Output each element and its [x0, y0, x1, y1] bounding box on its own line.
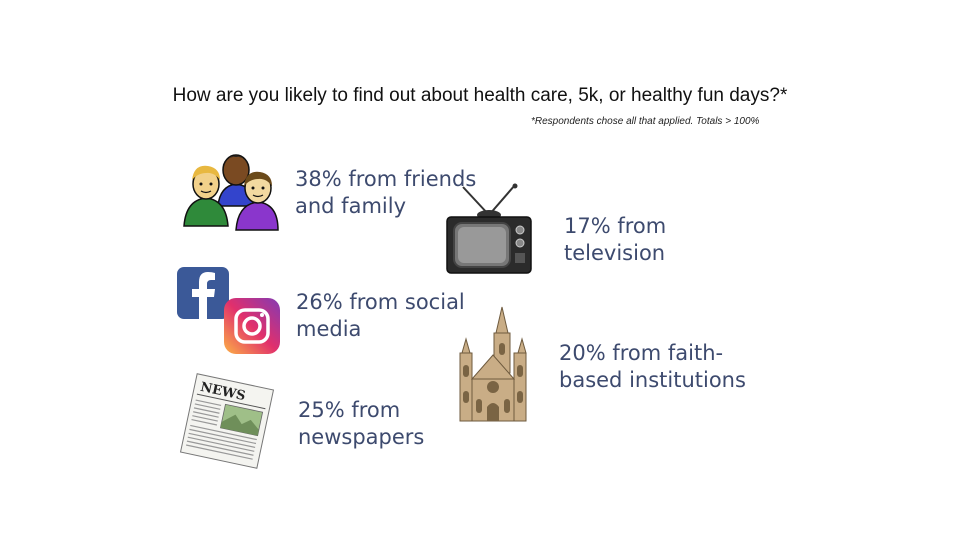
- stat-line-1: 17% from: [564, 214, 667, 238]
- stat-newspapers: 25% from newspapers: [298, 397, 424, 451]
- footnote: *Respondents chose all that applied. Tot…: [531, 116, 760, 127]
- stat-friends-family: 38% from friends and family: [295, 166, 476, 220]
- stat-line-2: television: [564, 241, 666, 265]
- stat-line-2: media: [296, 317, 362, 341]
- church-icon: [459, 306, 527, 422]
- instagram-icon: [224, 298, 280, 354]
- facebook-icon: [177, 267, 229, 319]
- stat-line-1: 26% from social: [296, 290, 465, 314]
- stat-line-2: based institutions: [559, 368, 746, 392]
- stat-social-media: 26% from social media: [296, 289, 465, 343]
- stat-faith-based: 20% from faith- based institutions: [559, 340, 746, 394]
- stat-line-1: 20% from faith-: [559, 341, 724, 365]
- stat-line-2: and family: [295, 194, 406, 218]
- social-media-icons: [177, 267, 280, 354]
- television-icon: [446, 183, 532, 274]
- newspaper-icon: NEWS: [179, 373, 275, 469]
- stat-line-1: 25% from: [298, 398, 401, 422]
- question-title: How are you likely to find out about hea…: [172, 85, 788, 106]
- stat-line-1: 38% from friends: [295, 167, 477, 191]
- stat-television: 17% from television: [564, 213, 666, 267]
- people-icon: [183, 154, 279, 231]
- stat-line-2: newspapers: [298, 425, 425, 449]
